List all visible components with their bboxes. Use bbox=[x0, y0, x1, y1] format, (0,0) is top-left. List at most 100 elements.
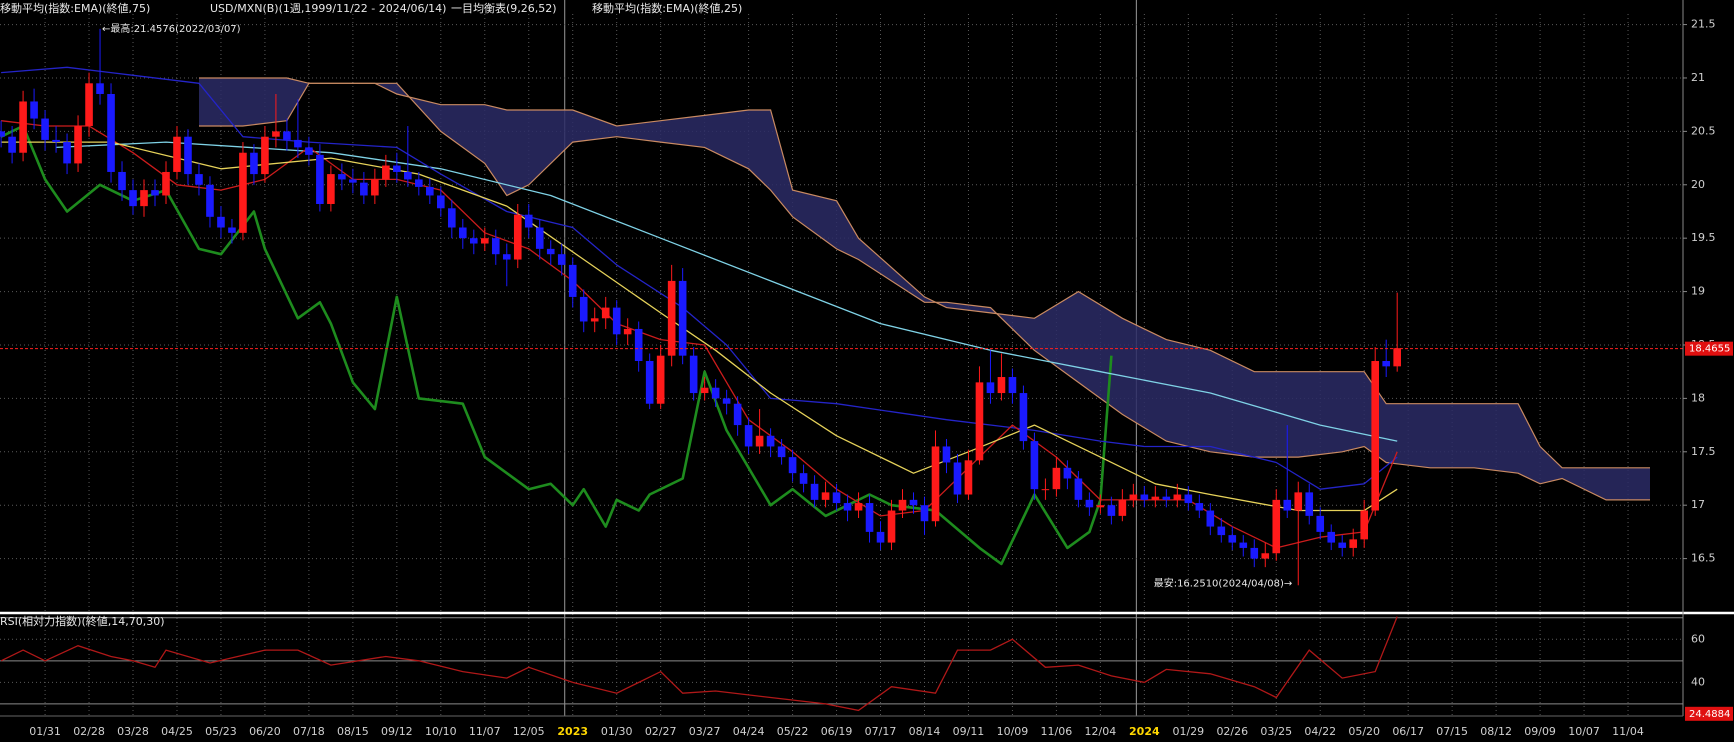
x-tick-label: 06/20 bbox=[249, 725, 281, 738]
candle-body bbox=[1085, 499, 1094, 508]
candle-body bbox=[162, 171, 170, 196]
candle-body bbox=[920, 505, 929, 522]
candle-body bbox=[634, 328, 643, 362]
candle-body bbox=[1360, 510, 1369, 540]
x-tick-label: 01/31 bbox=[29, 725, 61, 738]
x-tick-label: 07/15 bbox=[1436, 725, 1468, 738]
candle-body bbox=[74, 126, 82, 164]
candle-body bbox=[821, 492, 830, 500]
candle-body bbox=[579, 296, 588, 322]
candle-body bbox=[1118, 499, 1127, 516]
candle-body bbox=[382, 165, 390, 180]
candle-body bbox=[733, 403, 742, 426]
candle-body bbox=[1019, 393, 1028, 442]
candle-body bbox=[568, 264, 577, 297]
candle-body bbox=[744, 425, 753, 447]
candle-body bbox=[250, 152, 258, 175]
x-tick-label: 01/30 bbox=[601, 725, 633, 738]
header-symbol: USD/MXN(B)(1週,1999/11/22 - 2024/06/14) bbox=[210, 2, 446, 15]
candle-body bbox=[96, 83, 104, 94]
candle-body bbox=[63, 142, 71, 164]
candle-body bbox=[327, 174, 335, 204]
header-ema75: 移動平均(指数:EMA)(終値,75) bbox=[0, 1, 150, 15]
candle-body bbox=[107, 93, 115, 172]
candle-body bbox=[480, 238, 489, 244]
candle-body bbox=[1008, 377, 1017, 394]
x-tick-label: 03/27 bbox=[689, 725, 721, 738]
candle-body bbox=[854, 503, 863, 511]
low-note: 最安:16.2510(2024/04/08)→ bbox=[1154, 577, 1293, 589]
candle-body bbox=[151, 190, 159, 196]
candle-body bbox=[19, 101, 27, 153]
y-tick-label: 20 bbox=[1691, 178, 1705, 191]
candle-body bbox=[865, 503, 874, 532]
x-tick-label: 01/29 bbox=[1172, 725, 1204, 738]
indicator-line bbox=[1, 141, 1398, 512]
candle-body bbox=[283, 131, 291, 140]
rsi-tick-label: 40 bbox=[1691, 675, 1705, 688]
candle-body bbox=[239, 152, 247, 233]
candle-body bbox=[689, 355, 698, 394]
x-tick-label: 11/07 bbox=[469, 725, 501, 738]
candle-body bbox=[85, 83, 93, 127]
candle-body bbox=[887, 510, 896, 543]
candle-body bbox=[535, 227, 544, 249]
candle-body bbox=[261, 136, 269, 175]
header-ema25: 移動平均(指数:EMA)(終値,25) bbox=[592, 1, 742, 15]
candle-body bbox=[876, 531, 885, 543]
candle-body bbox=[601, 307, 610, 319]
x-tick-label: 05/23 bbox=[205, 725, 237, 738]
candle-body bbox=[590, 318, 599, 322]
candle-body bbox=[360, 182, 368, 196]
candle-body bbox=[964, 460, 973, 495]
candle-body bbox=[415, 179, 423, 187]
candle-body bbox=[1041, 489, 1050, 491]
candle-body bbox=[305, 147, 313, 155]
candle-body bbox=[1338, 542, 1347, 548]
candle-body bbox=[0, 131, 5, 137]
x-tick-label: 02/26 bbox=[1216, 725, 1248, 738]
candle-body bbox=[404, 171, 412, 180]
candle-body bbox=[1107, 505, 1116, 516]
candle-body bbox=[1250, 547, 1259, 559]
y-tick-label: 21.5 bbox=[1691, 18, 1716, 31]
candle-body bbox=[832, 492, 841, 504]
indicator-line bbox=[1, 120, 1398, 549]
header-ichimoku: 一目均衡表(9,26,52) bbox=[451, 1, 557, 15]
last-price-label: 18.4655 bbox=[1689, 344, 1730, 355]
y-tick-label: 20.5 bbox=[1691, 124, 1716, 137]
candle-body bbox=[1272, 499, 1281, 554]
candle-body bbox=[755, 435, 764, 447]
indicator-line bbox=[56, 141, 1398, 442]
x-tick-label: 08/14 bbox=[909, 725, 941, 738]
candle-body bbox=[513, 214, 522, 260]
candle-body bbox=[393, 165, 401, 172]
candle-body bbox=[184, 136, 192, 175]
candle-body bbox=[349, 179, 357, 183]
rsi-title: RSI(相対力指数)(終値,14,70,30) bbox=[0, 614, 165, 628]
candle-body bbox=[1184, 494, 1193, 504]
candle-body bbox=[524, 214, 533, 228]
y-tick-label: 16.5 bbox=[1691, 552, 1716, 565]
candle-body bbox=[645, 361, 654, 404]
candle-body bbox=[206, 184, 214, 217]
candle-body bbox=[1316, 515, 1325, 532]
candle-body bbox=[140, 190, 148, 207]
x-tick-label: 11/06 bbox=[1041, 725, 1073, 738]
candle-body bbox=[931, 446, 940, 522]
candle-body bbox=[1371, 361, 1380, 511]
candle-body bbox=[788, 457, 797, 474]
candle-body bbox=[469, 238, 478, 244]
candle-body bbox=[777, 446, 786, 458]
candle-body bbox=[1283, 499, 1292, 511]
candle-body bbox=[612, 307, 621, 335]
x-tick-label: 08/15 bbox=[337, 725, 369, 738]
x-tick-label: 07/17 bbox=[865, 725, 897, 738]
x-tick-label: 09/12 bbox=[381, 725, 413, 738]
candle-body bbox=[1140, 494, 1149, 500]
y-tick-label: 17.5 bbox=[1691, 445, 1716, 458]
candle-body bbox=[1096, 505, 1105, 508]
candle-body bbox=[942, 446, 951, 463]
